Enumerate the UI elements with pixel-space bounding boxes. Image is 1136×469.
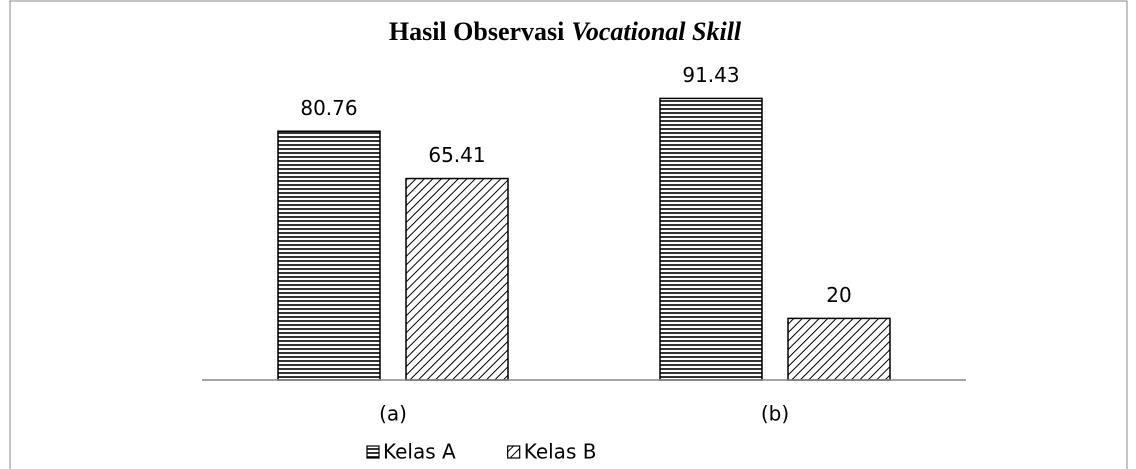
legend-label: Kelas A [383, 440, 456, 464]
title-text: Hasil Observasi [389, 17, 565, 46]
chart-border [9, 0, 1128, 469]
legend-label: Kelas B [524, 440, 597, 464]
x-tick-label: (b) [761, 402, 789, 426]
data-label: 80.76 [300, 96, 357, 120]
bar [405, 177, 509, 381]
data-label: 20 [826, 283, 851, 307]
bar [277, 130, 381, 381]
x-tick-label: (a) [379, 402, 407, 426]
bar [659, 97, 763, 381]
title-emphasis: Vocational Skill [571, 17, 742, 46]
data-label: 91.43 [682, 63, 739, 87]
legend-swatch [366, 445, 380, 459]
data-label: 65.41 [428, 143, 485, 167]
chart-title: Hasil Observasi Vocational Skill [389, 17, 742, 46]
legend-swatch [507, 445, 521, 459]
bar [787, 317, 891, 381]
